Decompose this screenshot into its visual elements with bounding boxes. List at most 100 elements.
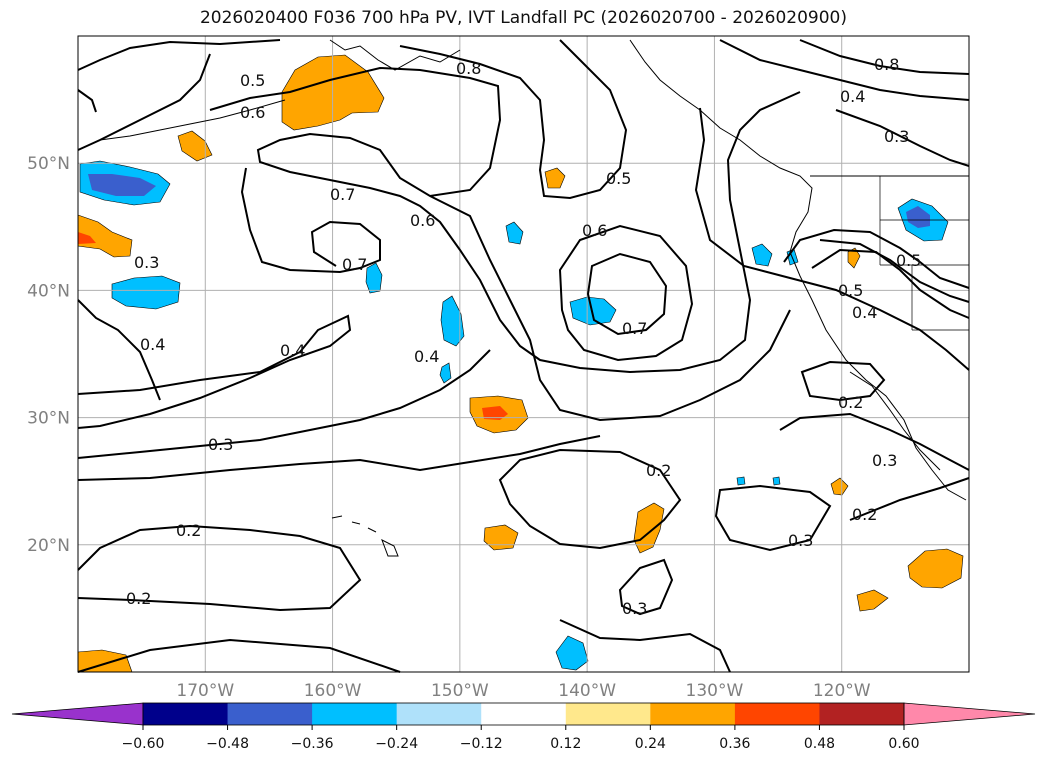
longitude-label: 130°W (686, 681, 744, 701)
contour-label: 0.7 (622, 319, 647, 338)
contour-label: 0.3 (788, 531, 813, 550)
map-background (78, 36, 969, 672)
latitude-label: 30°N (27, 409, 70, 429)
latitude-label: 20°N (27, 536, 70, 556)
contour-label: 0.7 (342, 255, 367, 274)
contour-0.5 (77, 39, 281, 71)
contour-ne-0.3 (835, 109, 970, 167)
longitude-label: 150°W (431, 681, 489, 701)
contour-label: 0.2 (646, 461, 671, 480)
contour-label: 0.7 (330, 185, 355, 204)
shaded-anomaly-layer (77, 54, 964, 673)
longitude-label: 120°W (813, 681, 871, 701)
latitude-labels: 20°N 30°N 40°N 50°N (27, 154, 70, 556)
pos-blob-mexico (856, 589, 889, 612)
colorbar-tick-label: −0.12 (460, 736, 503, 752)
colorbar-tick-label: −0.60 (122, 736, 165, 752)
pos-blob-west-edge (77, 214, 133, 258)
neg-blob-south (555, 635, 589, 671)
contour-label: 0.3 (134, 253, 159, 272)
contour-east-ring-2 (811, 248, 970, 319)
contour-0.2-mid (77, 638, 401, 673)
contour-label: 0.2 (126, 589, 151, 608)
colorbar: −0.60 −0.48 −0.36 −0.24 −0.12 0.12 0.24 0.36 0.4… (11, 702, 1036, 752)
longitude-label: 170°W (176, 681, 234, 701)
contour-label: 0.4 (840, 87, 865, 106)
colorbar-tick-label: 0.24 (635, 736, 666, 752)
contour-0.3-lower (77, 435, 601, 481)
latitude-label: 50°N (27, 154, 70, 174)
colorbar-swatch (819, 703, 905, 725)
contour-0.3-east (779, 412, 970, 471)
colorbar-swatch (565, 703, 651, 725)
map-frame (77, 35, 970, 673)
latitude-label: 40°N (27, 281, 70, 301)
contour-northeast (719, 39, 970, 101)
contour-label: 0.3 (622, 599, 647, 618)
contour-label: 0.2 (838, 393, 863, 412)
contour-0.7-west (240, 167, 381, 274)
contour-label: 0.4 (414, 347, 439, 366)
contour-label: 0.4 (280, 341, 305, 360)
neg-blob-small-1 (365, 262, 383, 294)
contour-north-0.5 (77, 53, 211, 151)
contour-0.8 (399, 39, 628, 200)
colorbar-swatch (481, 703, 567, 725)
contour-label: 0.3 (872, 451, 897, 470)
colorbar-tick-label: 0.36 (719, 736, 750, 752)
neg-blob-east (569, 296, 617, 326)
contour-label: 0.8 (874, 55, 899, 74)
neg-blob-tiny (439, 362, 452, 384)
neg-blob-small-2 (505, 221, 524, 245)
contour-0.2-se-2 (849, 477, 970, 521)
neg-blob-tiny-3 (772, 476, 781, 486)
colorbar-outline (142, 702, 905, 726)
colorbar-swatch (650, 703, 736, 725)
contour-0.2-south (77, 524, 362, 612)
pos-blob-small-2 (483, 524, 519, 551)
contour-0.7-ring (586, 252, 668, 336)
pos-blob-baja (907, 548, 964, 589)
baja-coast (849, 371, 941, 471)
contour-label: 0.3 (208, 435, 233, 454)
contour-label: 0.6 (240, 103, 265, 122)
map-title: 2026020400 F036 700 hPa PV, IVT Landfall… (199, 8, 847, 28)
contour-northeast-2 (799, 39, 970, 75)
contour-label: 0.6 (410, 211, 435, 230)
pos-blob-tiny-2 (847, 247, 861, 269)
contour-label: 0.8 (456, 59, 481, 78)
contour-0.4 (77, 314, 352, 429)
longitude-label: 140°W (558, 681, 616, 701)
pv-contour-layer (77, 39, 970, 673)
contour-label: 0.4 (852, 303, 877, 322)
contour-label: 0.5 (606, 169, 631, 188)
longitude-label: 160°W (304, 681, 362, 701)
colorbar-over-arrow (903, 702, 1036, 726)
contour-label: 0.4 (140, 335, 165, 354)
colorbar-under-arrow (11, 702, 144, 726)
contour-east-high (694, 107, 970, 371)
colorbar-swatch (734, 703, 820, 725)
hawaii-islands (331, 515, 399, 557)
colorbar-tick-label: −0.48 (206, 736, 249, 752)
pos-blob-aleutian (177, 130, 213, 162)
colorbar-swatch (143, 703, 229, 725)
contour-label: 0.2 (176, 521, 201, 540)
contour-0.4-west (77, 299, 161, 401)
contour-label: 0.5 (240, 71, 265, 90)
colorbar-tick-label: −0.36 (291, 736, 334, 752)
contour-0.3 (77, 349, 491, 459)
contour-0.2-se (714, 484, 832, 552)
contour-outer-ring (558, 224, 694, 362)
neg-blob-west-2 (111, 275, 181, 310)
neg-blob-coast (751, 243, 773, 267)
alaska-coast (329, 39, 461, 71)
contour-label: 0.2 (852, 505, 877, 524)
colorbar-tick-label: 0.48 (804, 736, 835, 752)
contour-0.2-east (800, 360, 886, 402)
contour-east-ring (783, 228, 970, 289)
colorbar-tick-label: 0.60 (888, 736, 919, 752)
longitude-labels: 170°W 160°W 150°W 140°W 130°W 120°W (176, 681, 870, 701)
colorbar-tick-label: 0.12 (550, 736, 581, 752)
